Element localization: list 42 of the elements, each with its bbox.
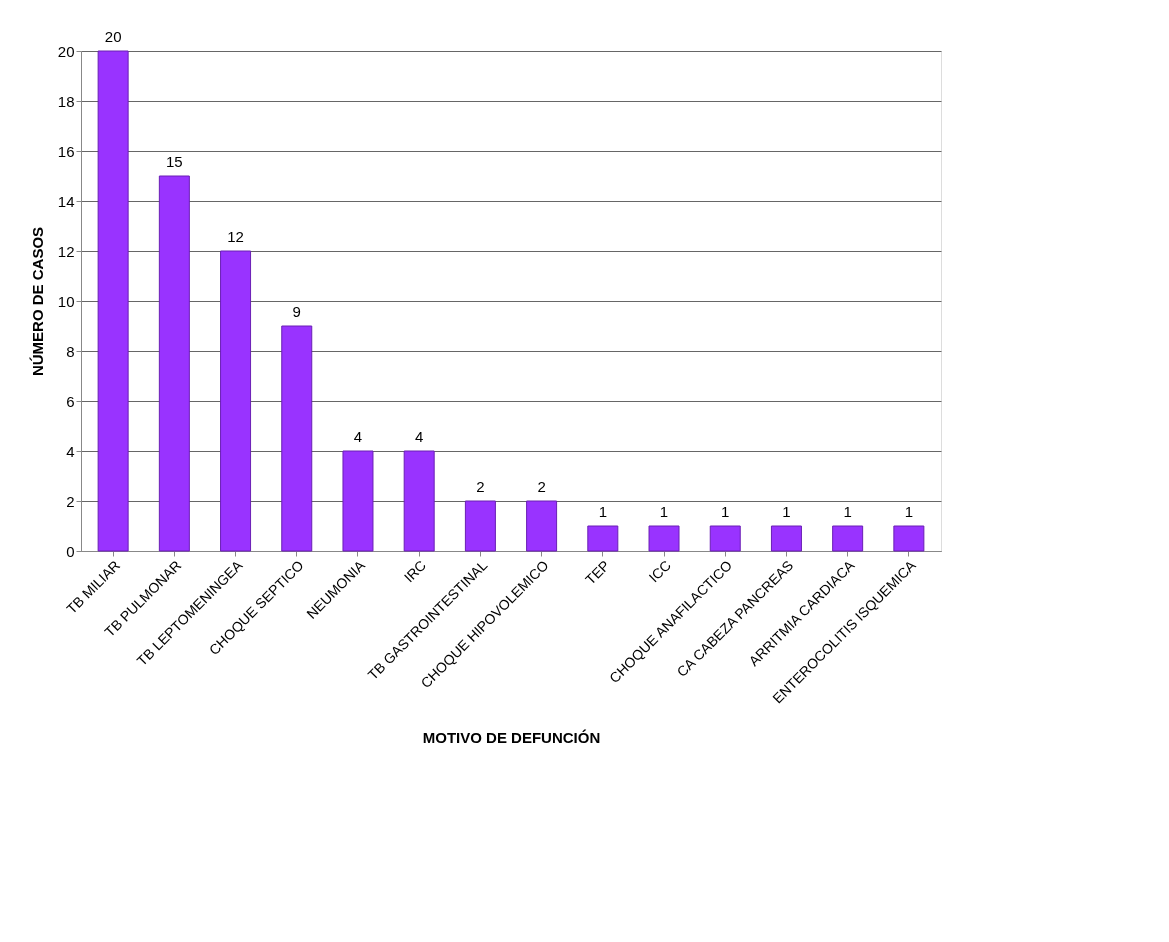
data-label: 1 bbox=[721, 503, 730, 520]
bar bbox=[648, 525, 680, 552]
y-tick-label: 12 bbox=[57, 242, 75, 260]
bar bbox=[893, 525, 925, 552]
bar bbox=[220, 250, 252, 552]
bar bbox=[403, 450, 435, 552]
bar bbox=[281, 325, 313, 552]
data-label: 4 bbox=[353, 428, 363, 445]
y-tick-label: 8 bbox=[66, 342, 75, 360]
data-label: 20 bbox=[104, 28, 122, 45]
data-label: 15 bbox=[166, 153, 183, 170]
data-label: 4 bbox=[415, 428, 424, 445]
bar bbox=[526, 500, 558, 552]
y-axis-title: NÚMERO DE CASOS bbox=[28, 226, 46, 377]
data-label: 12 bbox=[227, 228, 244, 245]
y-tick-label: 2 bbox=[66, 492, 75, 510]
bar bbox=[342, 450, 374, 552]
y-tick-label: 10 bbox=[57, 292, 75, 310]
data-label: 1 bbox=[843, 503, 852, 520]
data-label: 2 bbox=[476, 478, 485, 495]
bar bbox=[97, 50, 129, 552]
x-tick-label: TEP bbox=[582, 557, 613, 588]
bar bbox=[832, 525, 864, 552]
data-label: 1 bbox=[659, 503, 669, 520]
data-label: 1 bbox=[782, 503, 791, 520]
bar bbox=[464, 500, 496, 552]
data-label: 9 bbox=[292, 303, 301, 320]
y-tick-label: 20 bbox=[57, 42, 75, 60]
y-tick-label: 14 bbox=[57, 192, 75, 210]
y-tick-label: 0 bbox=[66, 542, 75, 560]
bar bbox=[158, 175, 190, 552]
y-tick-label: 16 bbox=[57, 142, 75, 160]
x-axis-title: MOTIVO DE DEFUNCIÓN bbox=[422, 729, 601, 747]
bar bbox=[587, 525, 619, 552]
bar bbox=[770, 525, 802, 552]
data-label: 2 bbox=[537, 478, 546, 495]
data-label: 1 bbox=[904, 503, 914, 520]
y-tick-label: 4 bbox=[66, 442, 75, 460]
data-label: 1 bbox=[598, 503, 607, 520]
y-tick-label: 6 bbox=[66, 392, 75, 410]
bar bbox=[709, 525, 741, 552]
y-tick-label: 18 bbox=[57, 92, 75, 110]
